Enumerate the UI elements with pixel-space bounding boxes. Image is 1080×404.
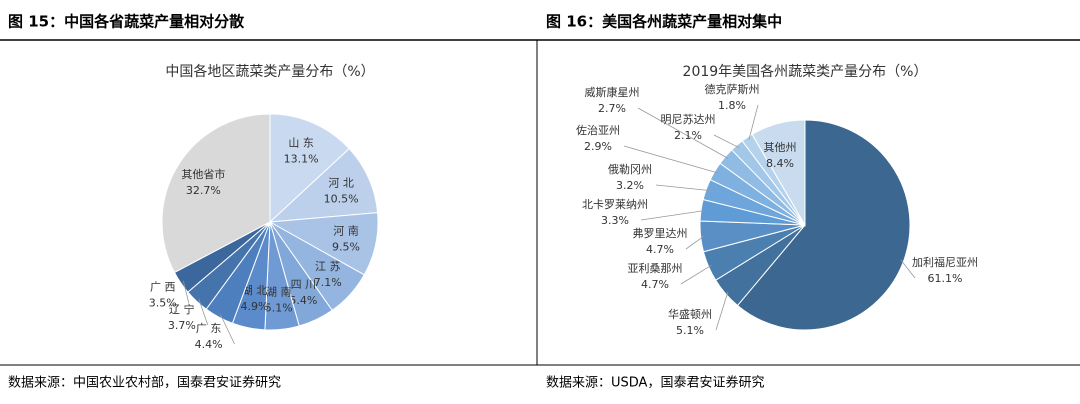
pie-slice xyxy=(269,113,350,224)
leader-line xyxy=(680,264,712,285)
leader-line xyxy=(685,235,704,250)
slice-label: 广 东 xyxy=(196,322,222,335)
slice-value: 7.1% xyxy=(314,276,342,289)
chart-title: 2019年美国各州蔬菜类产量分布（%） xyxy=(683,64,928,80)
slice-value: 4.7% xyxy=(641,278,669,291)
slice-label: 湖 南 xyxy=(266,285,292,298)
leader-line xyxy=(640,210,705,221)
leader-line xyxy=(748,104,759,141)
slice-label: 加利福尼亚州 xyxy=(912,255,978,269)
slice-label: 德克萨斯州 xyxy=(705,82,760,96)
slice-label: 明尼苏达州 xyxy=(661,113,716,126)
slice-value: 61.1% xyxy=(928,272,963,285)
chart-title: 中国各地区蔬菜类产量分布（%） xyxy=(165,64,374,80)
slice-value: 9.5% xyxy=(332,240,360,253)
leader-line xyxy=(900,259,916,279)
slice-value: 4.4% xyxy=(195,338,223,351)
slice-value: 1.8% xyxy=(718,99,746,112)
slice-label: 华盛顿州 xyxy=(668,307,712,321)
slice-value: 3.5% xyxy=(149,297,177,310)
slice-label: 湖 北 xyxy=(242,284,268,297)
slice-label: 北卡罗莱纳州 xyxy=(582,198,648,211)
slice-label: 其他省市 xyxy=(181,167,225,181)
leader-line xyxy=(623,145,718,174)
slice-label: 其他州 xyxy=(764,141,797,154)
leader-line xyxy=(713,134,740,148)
slice-value: 4.9% xyxy=(240,300,268,313)
slice-value: 3.3% xyxy=(601,214,629,227)
slice-label: 弗罗里达州 xyxy=(633,226,688,240)
slice-label: 俄勒冈州 xyxy=(608,163,652,176)
slice-value: 5.4% xyxy=(289,294,317,307)
pie-slice xyxy=(751,119,806,227)
slice-value: 5.1% xyxy=(265,301,293,314)
pie-slice xyxy=(736,119,911,331)
slice-label: 山 东 xyxy=(288,137,314,150)
slice-label: 河 北 xyxy=(328,177,354,190)
figure-heading: 图 15：中国各省蔬菜产量相对分散 xyxy=(8,13,245,31)
slice-value: 2.7% xyxy=(598,102,626,115)
slice-label: 四 川 xyxy=(291,278,317,291)
slice-label: 威斯康星州 xyxy=(585,85,640,99)
slice-label: 辽 宁 xyxy=(169,302,195,316)
leader-line xyxy=(637,107,729,159)
slice-value: 13.1% xyxy=(284,153,319,166)
leader-line xyxy=(198,298,209,326)
slice-value: 32.7% xyxy=(186,184,221,197)
leader-line xyxy=(655,184,710,191)
slice-value: 4.7% xyxy=(646,243,674,256)
slice-value: 3.2% xyxy=(616,179,644,192)
slice-label: 佐治亚州 xyxy=(576,123,620,137)
leader-line xyxy=(182,280,190,303)
figure-heading: 图 16：美国各州蔬菜产量相对集中 xyxy=(546,13,782,31)
slice-value: 2.9% xyxy=(584,140,612,153)
slice-value: 2.1% xyxy=(674,129,702,142)
slice-value: 3.7% xyxy=(168,319,196,332)
slice-value: 5.1% xyxy=(676,324,704,337)
pie-slice xyxy=(161,113,271,274)
leader-line xyxy=(219,314,235,345)
source-note: 数据来源：USDA，国泰君安证券研究 xyxy=(546,375,764,391)
slice-value: 10.5% xyxy=(324,193,359,206)
slice-value: 8.4% xyxy=(766,157,794,170)
slice-label: 江 苏 xyxy=(315,260,341,273)
pie-slice xyxy=(268,147,379,223)
leader-line xyxy=(715,291,729,331)
slice-label: 河 南 xyxy=(333,224,359,237)
source-note: 数据来源：中国农业农村部，国泰君安证券研究 xyxy=(8,375,281,391)
slice-label: 广 西 xyxy=(150,281,176,294)
slice-label: 亚利桑那州 xyxy=(628,262,683,275)
